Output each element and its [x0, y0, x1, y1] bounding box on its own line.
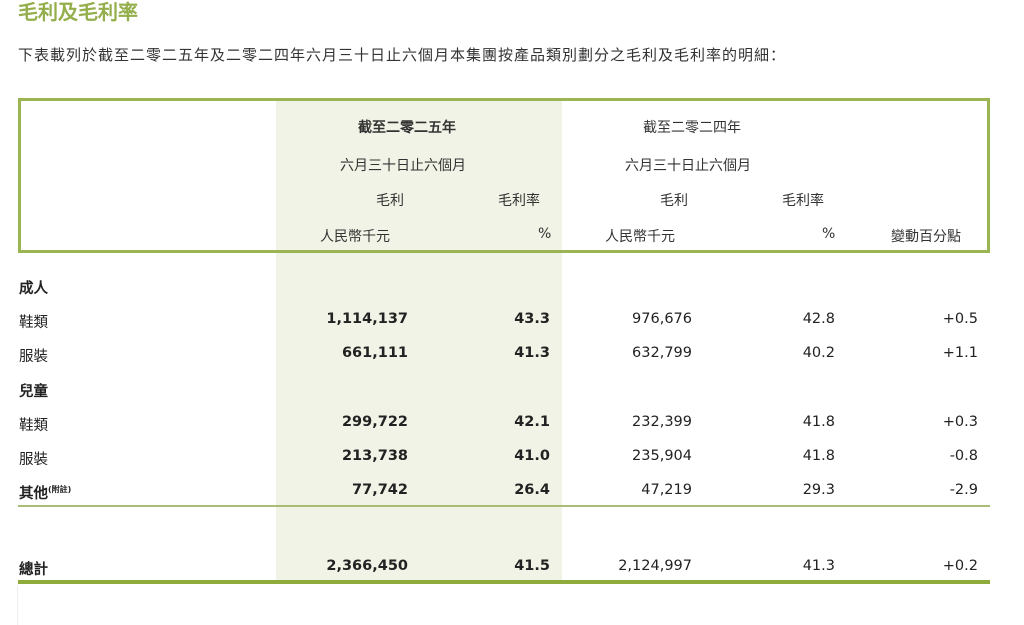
gm-2024: 29.3	[802, 482, 835, 498]
gp-2025: 661,111	[341, 345, 408, 361]
gm-2024: 41.8	[802, 448, 835, 464]
row-label: 服裝	[19, 452, 48, 468]
gm-2025: 42.1	[514, 414, 550, 430]
gm-2025: 26.4	[514, 482, 550, 498]
gp-2024: 976,676	[632, 311, 692, 327]
header-unit-2025: 人民幣千元	[320, 229, 390, 245]
change: -2.9	[949, 482, 978, 498]
gp-2024: 632,799	[632, 345, 692, 361]
subtotal-rule	[18, 505, 990, 507]
change: -0.8	[949, 448, 978, 464]
current-period-highlight	[276, 100, 562, 582]
gm-2025: 41.3	[514, 345, 550, 361]
total-gp-2024: 2,124,997	[618, 558, 692, 574]
gp-2025: 213,738	[341, 448, 408, 464]
note-marker[interactable]: (附註)	[48, 485, 72, 495]
gp-2025: 299,722	[341, 414, 408, 430]
total-gm-2024: 41.3	[802, 558, 835, 574]
gp-2024: 232,399	[632, 414, 692, 430]
gp-2024: 47,219	[641, 482, 692, 498]
gp-2024: 235,904	[632, 448, 692, 464]
gm-2025: 41.0	[514, 448, 550, 464]
header-gm-2024: 毛利率	[782, 193, 824, 209]
total-gp-2025: 2,366,450	[326, 558, 408, 574]
change: +0.3	[942, 414, 978, 430]
gm-2024: 40.2	[802, 345, 835, 361]
intro-text: 下表載列於截至二零二五年及二零二四年六月三十日止六個月本集團按產品類別劃分之毛利…	[18, 46, 787, 64]
row-label: 其他(附註)	[19, 485, 72, 502]
section-adult: 成人	[19, 281, 48, 297]
total-gm-2025: 41.5	[514, 558, 550, 574]
row-label: 鞋類	[19, 315, 48, 331]
section-title: 毛利及毛利率	[18, 0, 138, 24]
change: +0.5	[942, 311, 978, 327]
gp-2025: 1,114,137	[326, 311, 408, 327]
header-2024-line2: 六月三十日止六個月	[625, 158, 751, 174]
gp-2025: 77,742	[352, 482, 408, 498]
header-unit-2024: 人民幣千元	[605, 229, 675, 245]
header-change: 變動百分點	[891, 229, 961, 245]
header-gm-2025: 毛利率	[498, 193, 540, 209]
header-2025-line1: 截至二零二五年	[358, 120, 456, 136]
section-children: 兒童	[19, 384, 48, 400]
header-gp-2025: 毛利	[376, 193, 404, 209]
row-label: 服裝	[19, 349, 48, 365]
page-edge	[17, 585, 18, 625]
gm-2025: 43.3	[514, 311, 550, 327]
total-rule	[18, 580, 990, 584]
total-change: +0.2	[942, 558, 978, 574]
total-label: 總計	[19, 562, 48, 578]
header-gp-2024: 毛利	[660, 193, 688, 209]
header-pct-2025: %	[538, 226, 552, 242]
header-2024-line1: 截至二零二四年	[643, 120, 741, 136]
change: +1.1	[942, 345, 978, 361]
row-label: 鞋類	[19, 418, 48, 434]
gm-2024: 42.8	[802, 311, 835, 327]
header-box	[18, 98, 990, 253]
header-pct-2024: %	[822, 226, 836, 242]
header-2025-line2: 六月三十日止六個月	[340, 158, 466, 174]
gm-2024: 41.8	[802, 414, 835, 430]
